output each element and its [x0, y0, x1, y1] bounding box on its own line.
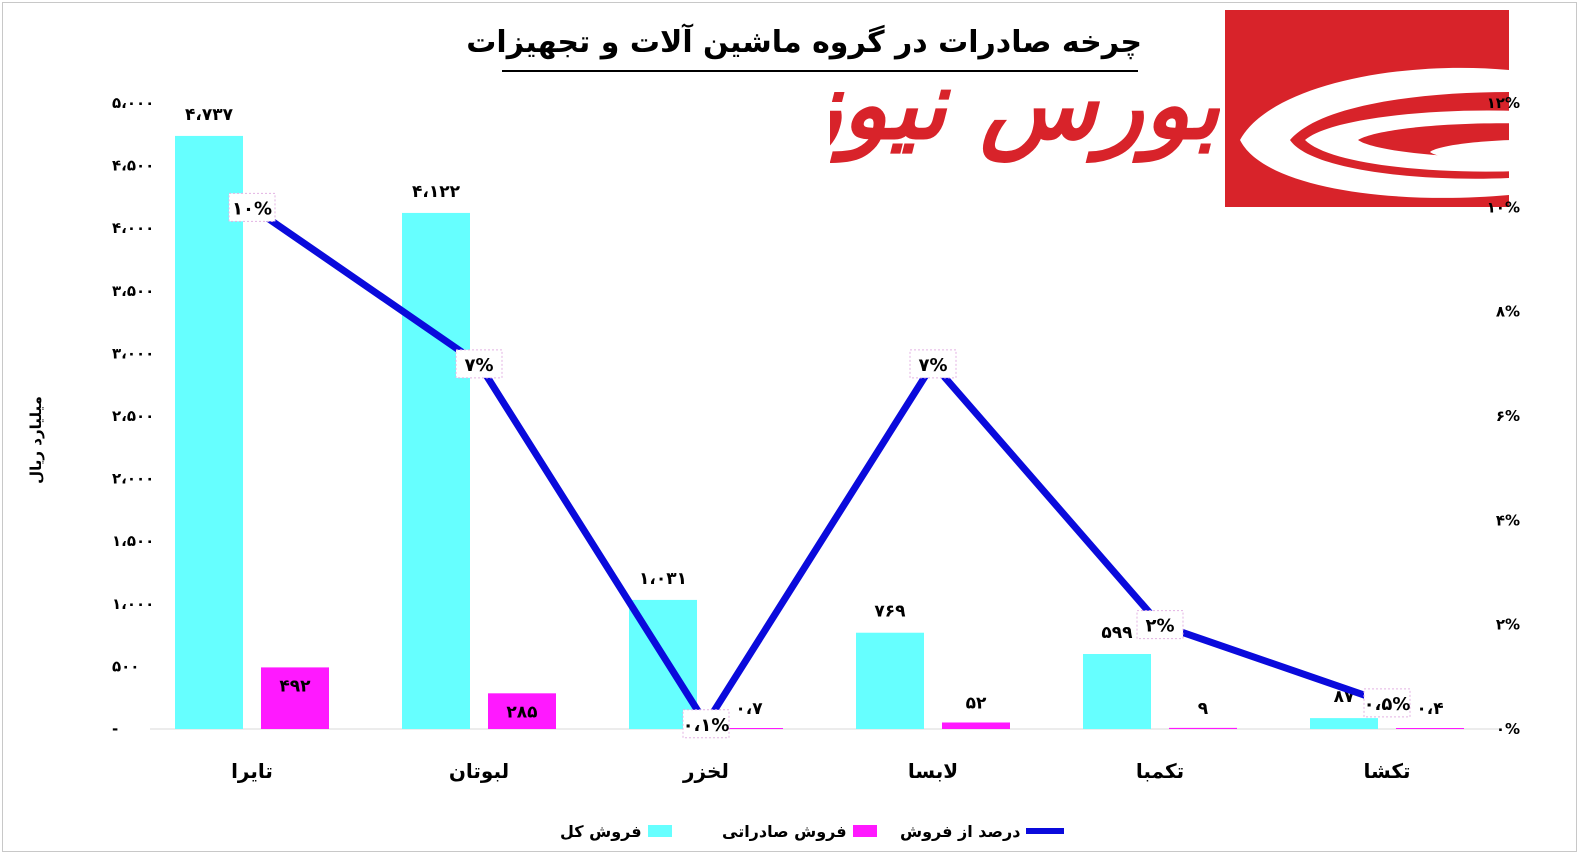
- x-tick-label: تکمبا: [1136, 759, 1184, 783]
- bar-export-sales: [1169, 727, 1237, 729]
- bar-total-label: ۱،۰۳۱: [639, 569, 687, 589]
- bar-total-sales: [175, 135, 243, 729]
- bar-total-label: ۵۹۹: [1101, 623, 1133, 643]
- legend-item-total: فروش کل: [560, 816, 672, 846]
- percent-label: ۲%: [1145, 616, 1174, 637]
- bourse-news-logo: [1225, 10, 1520, 207]
- legend-label-export: فروش صادراتی: [722, 821, 847, 841]
- bar-export-label: ۰،۴: [1416, 699, 1443, 719]
- bar-total-label: ۴،۷۳۷: [185, 105, 234, 125]
- bar-export-sales: [488, 693, 556, 729]
- legend-item-percent: درصد از فروش: [900, 816, 1065, 846]
- bar-total-sales: [856, 632, 924, 729]
- bar-total-sales: [1083, 654, 1151, 729]
- y2-tick-label: ۱۰%: [1487, 198, 1520, 216]
- legend-swatch-total: [647, 825, 672, 837]
- y2-tick-label: ۱۲%: [1487, 94, 1520, 112]
- bar-total-label: ۷۶۹: [874, 602, 906, 622]
- y-tick-label: ۲،۵۰۰: [112, 407, 154, 425]
- y-tick-label: ۳،۵۰۰: [112, 282, 154, 300]
- y-tick-label: ۴،۰۰۰: [112, 219, 154, 237]
- percent-line: [248, 203, 1391, 728]
- percent-label-box: [1363, 688, 1411, 718]
- y2-tick-label: ۲%: [1496, 616, 1520, 634]
- percent-label-box: [228, 192, 276, 222]
- legend-item-export: فروش صادراتی: [722, 816, 877, 846]
- x-tick-label: تایرا: [231, 759, 273, 783]
- legend-label-percent: درصد از فروش: [900, 821, 1021, 841]
- y2-tick-label: ۴%: [1496, 511, 1520, 529]
- percent-label-box: [682, 709, 730, 739]
- legend-label-total: فروش کل: [560, 821, 642, 841]
- bar-total-sales: [402, 212, 470, 729]
- bar-export-label: ۹: [1198, 699, 1209, 719]
- y2-tick-label: ۸%: [1496, 303, 1520, 321]
- bar-export-label: ۲۸۵: [506, 702, 537, 722]
- title-underline: [502, 70, 1138, 72]
- legend-swatch-percent: [1026, 828, 1065, 834]
- y-tick-label: ۳،۰۰۰: [112, 344, 154, 362]
- y2-tick-label: ۰%: [1496, 720, 1520, 738]
- percent-label-box: [1136, 610, 1184, 640]
- bar-export-sales: [942, 722, 1010, 729]
- percent-label: ۷%: [464, 355, 493, 376]
- x-tick-label: لبوتان: [449, 759, 509, 783]
- y-tick-label: ۲،۰۰۰: [112, 470, 154, 488]
- y-tick-label: ۱،۰۰۰: [112, 595, 154, 613]
- chart-title: چرخه صادرات در گروه ماشین آلات و تجهیزات: [466, 25, 1142, 60]
- y-tick-label: -: [112, 720, 118, 738]
- x-tick-label: تکشا: [1363, 759, 1410, 783]
- bar-total-label: ۴،۱۲۲: [412, 182, 461, 202]
- y-tick-label: ۵۰۰: [112, 657, 139, 675]
- percent-label: ۱۰%: [232, 198, 272, 219]
- legend-swatch-export: [852, 825, 877, 837]
- bar-export-sales: [1396, 728, 1464, 729]
- bar-export-label: ۴۹۲: [279, 676, 311, 696]
- y-tick-label: ۵،۰۰۰: [112, 94, 154, 112]
- y2-tick-label: ۶%: [1496, 407, 1520, 425]
- x-tick-label: لابسا: [908, 759, 958, 783]
- y-tick-label: ۱،۵۰۰: [112, 532, 154, 550]
- bar-export-sales: [261, 667, 329, 729]
- bar-total-sales: [1310, 718, 1378, 729]
- percent-label-box: [455, 349, 503, 379]
- percent-label: ۰،۵%: [1364, 694, 1411, 715]
- percent-label: ۰،۱%: [683, 715, 730, 736]
- y-tick-label: ۴،۵۰۰: [112, 157, 154, 175]
- x-tick-label: لخزر: [682, 759, 729, 783]
- percent-label-box: [909, 349, 957, 379]
- bar-export-label: ۰،۷: [735, 699, 763, 719]
- bar-export-sales: [715, 728, 783, 729]
- percent-label: ۷%: [918, 355, 947, 376]
- bar-export-label: ۵۲: [966, 693, 987, 713]
- logo-wordmark: بورس نیوز: [830, 48, 1220, 161]
